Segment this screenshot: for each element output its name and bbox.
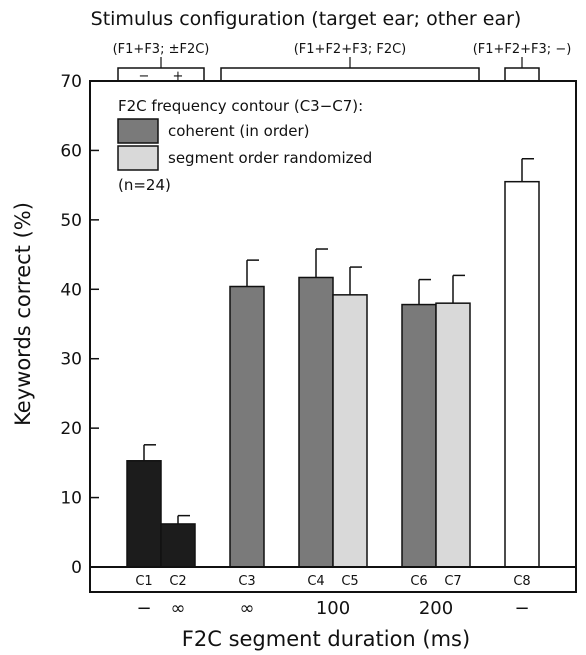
bar-c7 xyxy=(435,302,471,568)
y-tick-label: 70 xyxy=(60,72,82,92)
bar-c2 xyxy=(160,523,196,568)
configuration-label: (F1+F3; ±F2C) xyxy=(113,42,210,57)
y-tick-label: 40 xyxy=(60,280,82,300)
duration-label: − xyxy=(514,598,529,619)
condition-label-c7: C7 xyxy=(444,574,461,589)
bar-c5 xyxy=(332,294,368,568)
condition-label-c1: C1 xyxy=(135,574,152,589)
bar-c1 xyxy=(126,460,162,568)
duration-label: 100 xyxy=(316,598,350,619)
plot-frame xyxy=(89,80,577,593)
y-tick-label: 30 xyxy=(60,350,82,370)
bracket-mark: − xyxy=(139,69,150,84)
y-tick-label: 50 xyxy=(60,211,82,231)
configuration-label: (F1+F2+F3; F2C) xyxy=(294,42,407,57)
duration-label: ∞ xyxy=(171,598,186,619)
duration-label: − xyxy=(136,598,151,619)
x-axis-labels: C1 C2 C3 C4 C5 C6 C7 C8− ∞ ∞ 100 200− xyxy=(135,574,530,619)
x-axis-title: F2C segment duration (ms) xyxy=(182,627,470,651)
bar-c3 xyxy=(229,285,265,568)
duration-label: 200 xyxy=(419,598,453,619)
configuration-label: (F1+F2+F3; −) xyxy=(473,42,572,57)
condition-label-c3: C3 xyxy=(238,574,255,589)
legend-label-randomized: segment order randomized xyxy=(168,149,372,167)
legend-swatch-randomized xyxy=(117,145,159,171)
legend: F2C frequency contour (C3−C7): coherent (… xyxy=(117,97,372,194)
y-axis-title: Keywords correct (%) xyxy=(11,202,35,426)
chart-title: Stimulus configuration (target ear; othe… xyxy=(91,8,522,30)
legend-note: (n=24) xyxy=(118,176,171,194)
configuration-bracket xyxy=(220,67,480,82)
configuration-bracket xyxy=(117,67,205,82)
y-ticks: 0 10 20 30 40 50 60 70 xyxy=(60,72,99,578)
legend-label-coherent: coherent (in order) xyxy=(168,122,310,140)
configuration-brackets: (F1+F3; ±F2C) − + (F1+F2+F3; F2C) (F1+F2+F3;… xyxy=(113,42,572,84)
y-tick-label: 20 xyxy=(60,419,82,439)
condition-label-c8: C8 xyxy=(513,574,530,589)
configuration-bracket xyxy=(504,67,540,82)
condition-label-c4: C4 xyxy=(307,574,324,589)
y-tick-label: 60 xyxy=(60,141,82,161)
legend-swatch-coherent xyxy=(117,118,159,144)
bar-c8 xyxy=(504,180,540,568)
legend-title: F2C frequency contour (C3−C7): xyxy=(118,97,363,115)
bracket-mark: + xyxy=(173,69,184,84)
plot-border xyxy=(89,80,577,593)
condition-label-c6: C6 xyxy=(410,574,427,589)
bar-c4 xyxy=(298,276,334,568)
duration-label: ∞ xyxy=(240,598,255,619)
condition-label-c5: C5 xyxy=(341,574,358,589)
bar-c6 xyxy=(401,303,437,568)
y-tick-label: 10 xyxy=(60,489,82,509)
y-tick-label: 0 xyxy=(71,558,82,578)
y-axis-title-group: Keywords correct (%) xyxy=(11,202,35,426)
condition-label-c2: C2 xyxy=(169,574,186,589)
bars xyxy=(126,158,540,568)
